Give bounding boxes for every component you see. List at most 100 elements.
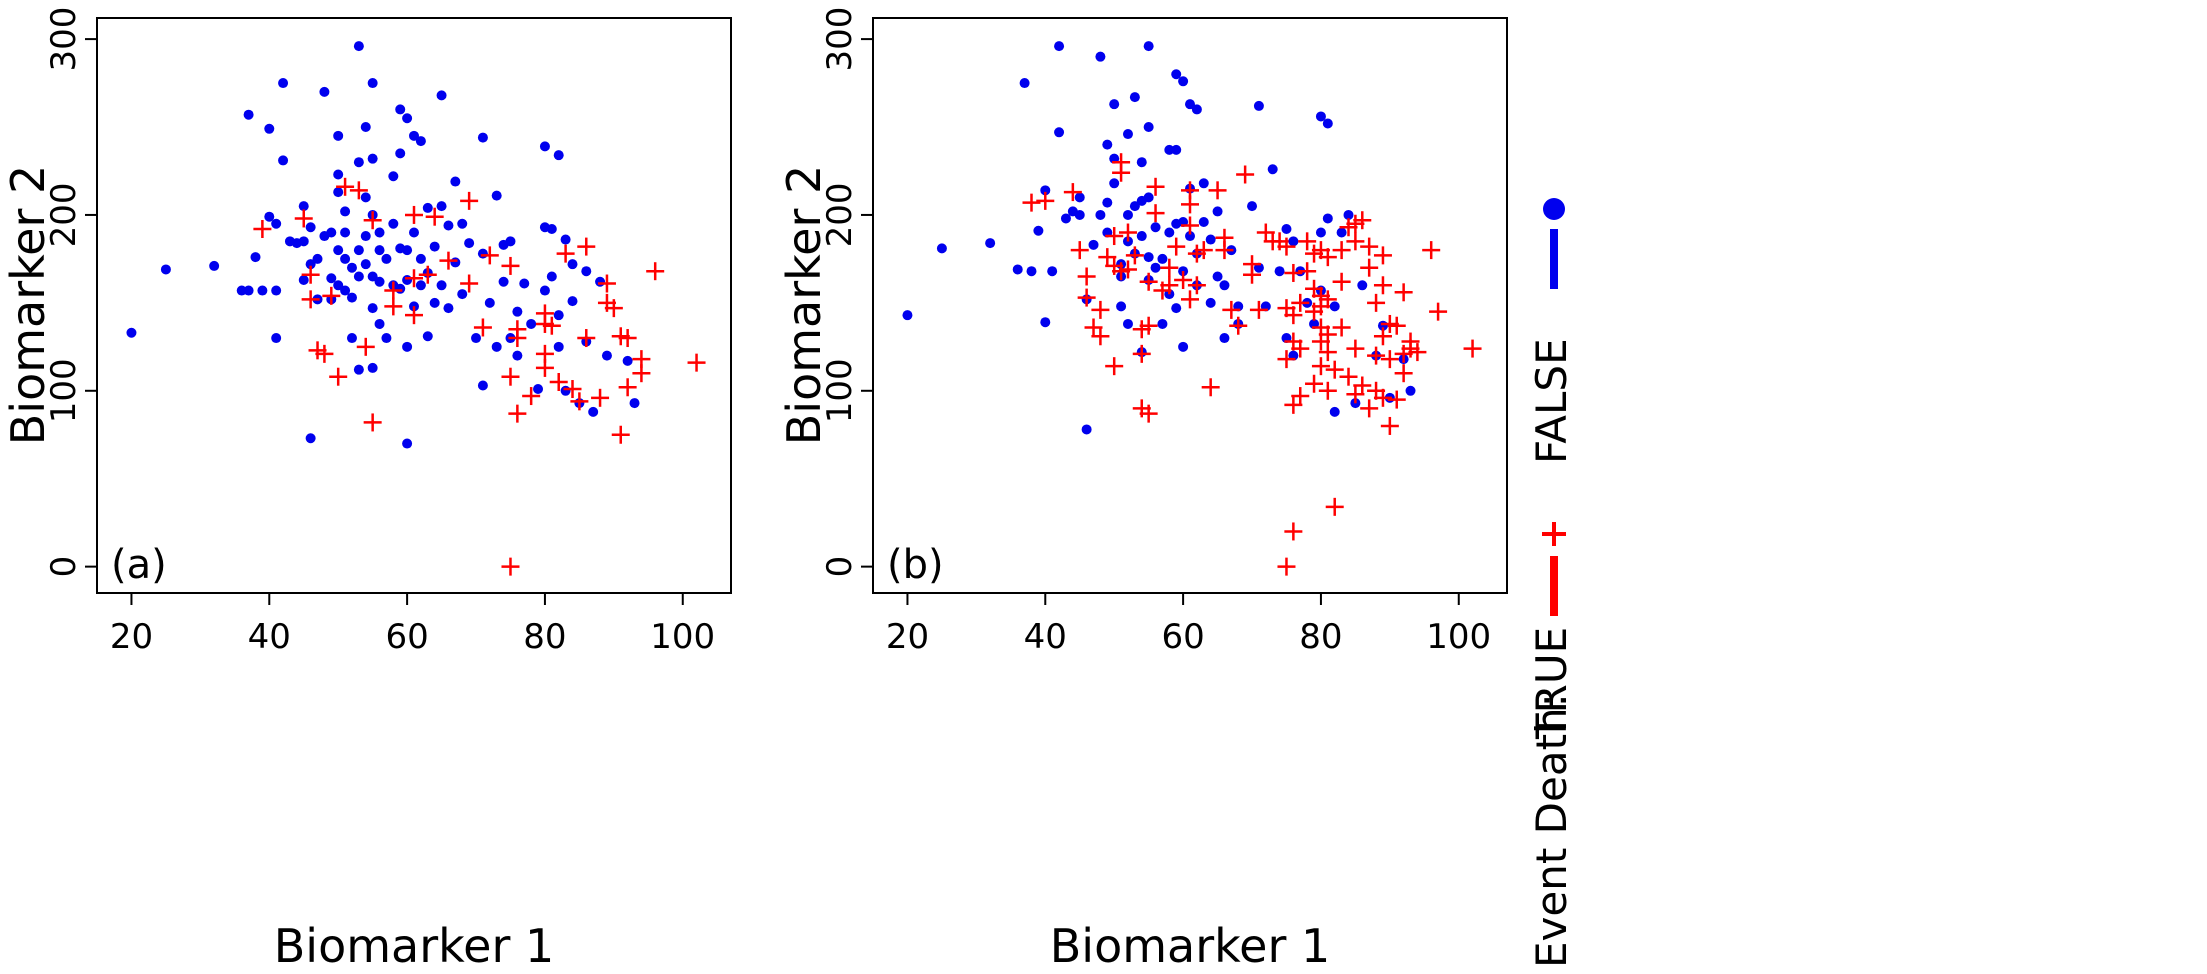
point-false [1109,99,1120,110]
point-false [1095,209,1106,220]
point-true [405,306,423,325]
point-true [549,372,568,391]
point-false [305,259,316,270]
point-true [1174,271,1193,290]
point-false [340,253,351,264]
x-tick-label: 60 [385,617,428,657]
point-false [1315,227,1326,238]
point-true [1077,267,1096,286]
point-false [402,275,413,286]
point-true [1167,237,1186,256]
point-false [360,192,371,203]
point-false [553,341,564,352]
point-true [1194,241,1213,260]
y-tick-label: 0 [820,556,860,578]
point-true [1373,327,1392,346]
point-false [546,271,557,282]
point-false [1143,192,1154,203]
legend-label-true: TRUE [1527,627,1576,740]
point-false [1143,252,1154,263]
point-false [1012,264,1023,275]
point-false [1185,231,1195,242]
point-false [1205,297,1216,308]
point-false [305,222,316,233]
point-true [522,387,541,406]
point-true [501,367,520,386]
point-false [1212,271,1223,282]
point-true [1318,381,1337,400]
point-true [1291,293,1310,312]
point-false [1047,266,1058,277]
point-true [1284,306,1303,325]
point-true [618,329,637,348]
point-false [1122,318,1133,329]
point-true [1181,290,1199,309]
point-false [512,350,523,361]
point-false [264,123,275,134]
point-true [1277,350,1296,369]
scatter-panel-a: 20 40 60 80 100 0 100 200 300 (a) Biomarker 1 B… [1,7,732,973]
point-false [581,266,592,277]
point-false [436,90,447,101]
point-true [1181,216,1199,235]
point-true [508,404,527,423]
point-false [1136,231,1147,242]
point-false [1095,51,1106,62]
point-true [1112,163,1131,182]
point-false [1336,227,1347,238]
point-false [1185,99,1195,110]
point-true [1387,390,1406,409]
point-false [340,206,351,217]
point-true [632,364,651,383]
point-true [1291,339,1310,358]
point-true [363,211,382,230]
point-false [374,245,385,256]
point-true [1139,404,1158,423]
point-true [1249,300,1268,319]
point-true [294,209,313,228]
point-false [1040,317,1051,328]
point-false [360,122,371,133]
point-true [1277,557,1296,576]
point-false [546,224,557,235]
point-true [301,265,320,284]
point-false [1267,164,1278,175]
point-false [305,433,316,444]
point-false [477,248,488,259]
point-false [491,341,502,352]
point-true [336,177,355,196]
point-false [1109,178,1120,189]
point-true [1022,193,1041,212]
point-false [436,280,447,291]
point-true [563,380,582,399]
y-axis: 0 100 200 300 [820,7,873,578]
point-true [1408,343,1427,362]
point-false [1122,129,1133,140]
point-false [333,245,344,256]
point-false [374,227,385,238]
point-false [526,318,537,329]
point-false [243,285,254,296]
point-false [1343,209,1354,220]
point-false [346,262,357,273]
point-true [1325,360,1344,379]
point-false [436,201,447,212]
point-false [1150,262,1161,273]
point-false [498,276,509,287]
point-true [1318,343,1337,362]
point-true [508,329,527,348]
point-true [1360,399,1379,418]
point-false [1054,41,1065,52]
point-false [1315,111,1326,122]
point-true [1063,183,1082,202]
y-tick-label: 200 [44,182,84,247]
point-false [353,41,364,52]
point-true [1091,300,1110,319]
point-false [353,271,364,282]
point-false [429,297,440,308]
point-true [322,286,341,305]
point-true [1332,241,1351,260]
point-true [1036,191,1055,210]
point-false [1191,104,1202,115]
point-false [601,350,612,361]
